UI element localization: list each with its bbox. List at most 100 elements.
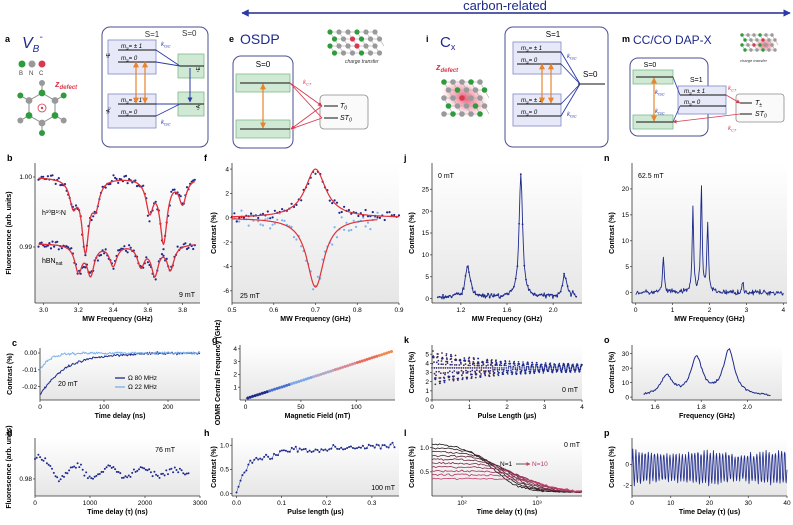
data-point-k [547, 370, 550, 372]
data-point-d [47, 463, 50, 466]
data-point-k [462, 372, 464, 374]
data-point-d [126, 476, 129, 479]
data-point-f-peak [388, 211, 391, 214]
data-point-b [70, 247, 73, 250]
data-point-k [494, 369, 496, 371]
data-point-k [488, 370, 490, 373]
data-point-k [527, 362, 529, 364]
x-axis-label-p: Time Delay (τ) (us) [679, 509, 740, 516]
y-tick-label: 3 [425, 370, 429, 377]
data-point-k [463, 357, 466, 359]
data-point-d [134, 470, 137, 473]
fit-curve-b [38, 243, 195, 278]
data-point-k [536, 363, 539, 366]
data-point-k [439, 377, 442, 379]
data-point-k [442, 357, 444, 360]
data-point-f-peak [300, 199, 303, 202]
data-point-g [382, 352, 386, 356]
data-point-g [260, 391, 264, 395]
data-point-k [557, 368, 559, 371]
data-point-k [554, 364, 557, 366]
data-point-k [471, 369, 474, 372]
sheet-atom [349, 50, 356, 56]
x-tick-label: 1.2 [456, 307, 465, 314]
data-point-f-peak [347, 208, 350, 212]
data-point-d [138, 468, 140, 471]
data-point-k [452, 379, 455, 382]
data-point-k [532, 369, 535, 371]
data-point-d [168, 468, 171, 471]
data-point-k [436, 361, 438, 364]
data-point-g [331, 368, 335, 372]
data-point-j [511, 288, 514, 291]
data-point-b [51, 174, 54, 177]
data-point-g [365, 357, 369, 361]
data-point-b [120, 247, 123, 250]
data-point-j [552, 294, 555, 297]
data-point-b [129, 246, 132, 249]
x-tick-label: 0.9 [394, 307, 403, 314]
data-point-d [112, 466, 115, 468]
data-point-j [450, 296, 453, 299]
data-point-j [537, 294, 540, 297]
sheet-atom [349, 36, 356, 42]
data-point-k [445, 363, 447, 366]
data-point-d [146, 469, 149, 472]
panel-letter-h: h [204, 428, 210, 438]
data-point-k [465, 367, 467, 369]
data-point-k [496, 364, 498, 367]
data-point-k [543, 367, 546, 369]
data-point-k [483, 371, 486, 373]
y-tick-label: 0 [625, 462, 629, 469]
data-point-g [312, 375, 315, 379]
x-axis-label-o: Frequency (GHz) [679, 413, 735, 420]
data-point-k [449, 363, 452, 366]
data-point-k [468, 357, 470, 360]
y-axis-label-b: Fluorescence (arb. units) [6, 191, 13, 274]
charge-label-m: charge transfer [740, 58, 768, 63]
data-point-d [103, 467, 106, 470]
data-point-j [487, 292, 489, 295]
data-point-d [81, 468, 84, 471]
data-point-j [500, 295, 503, 298]
sheet-atom [743, 48, 747, 52]
data-point-j [566, 285, 569, 288]
data-point-j [469, 280, 472, 282]
data-point-b [90, 218, 93, 222]
data-point-k [476, 364, 479, 367]
field-label-b: 9 mT [179, 292, 196, 299]
data-point-j [499, 296, 501, 299]
x-tick-label: 3.6 [143, 307, 152, 314]
data-point-k [561, 371, 563, 373]
svg-text:S=0: S=0 [256, 60, 271, 69]
data-point-j [521, 223, 524, 226]
data-point-k [566, 365, 569, 368]
data-point-d [182, 472, 185, 475]
data-point-k [568, 364, 570, 367]
data-point-k [446, 357, 448, 359]
sheet-atom [481, 87, 488, 93]
data-point-g [343, 365, 347, 368]
charge-transfer-lattice-e [327, 29, 385, 56]
data-point-d [167, 473, 169, 476]
data-point-k [464, 363, 467, 365]
data-point-b [162, 254, 165, 257]
data-point-k [468, 356, 471, 359]
data-point-k [535, 365, 537, 367]
data-point-f-peak [250, 212, 253, 215]
data-point-k [453, 375, 455, 378]
legend-label-c: Ω 80 MHz [128, 375, 157, 382]
sheet-atom [758, 43, 762, 47]
data-point-j [447, 296, 450, 298]
data-point-j [442, 294, 444, 296]
data-point-k [507, 373, 509, 375]
data-point-b [154, 200, 157, 203]
sheet-atom [749, 48, 753, 52]
data-point-f-dip [333, 226, 336, 229]
x-axis-label-n: MW Frequency (GHz) [674, 316, 744, 323]
field-label-f: 25 mT [240, 293, 261, 300]
data-point-j [568, 290, 571, 292]
data-point-d [187, 472, 190, 475]
data-point-k [496, 369, 499, 371]
data-point-k [440, 367, 442, 369]
